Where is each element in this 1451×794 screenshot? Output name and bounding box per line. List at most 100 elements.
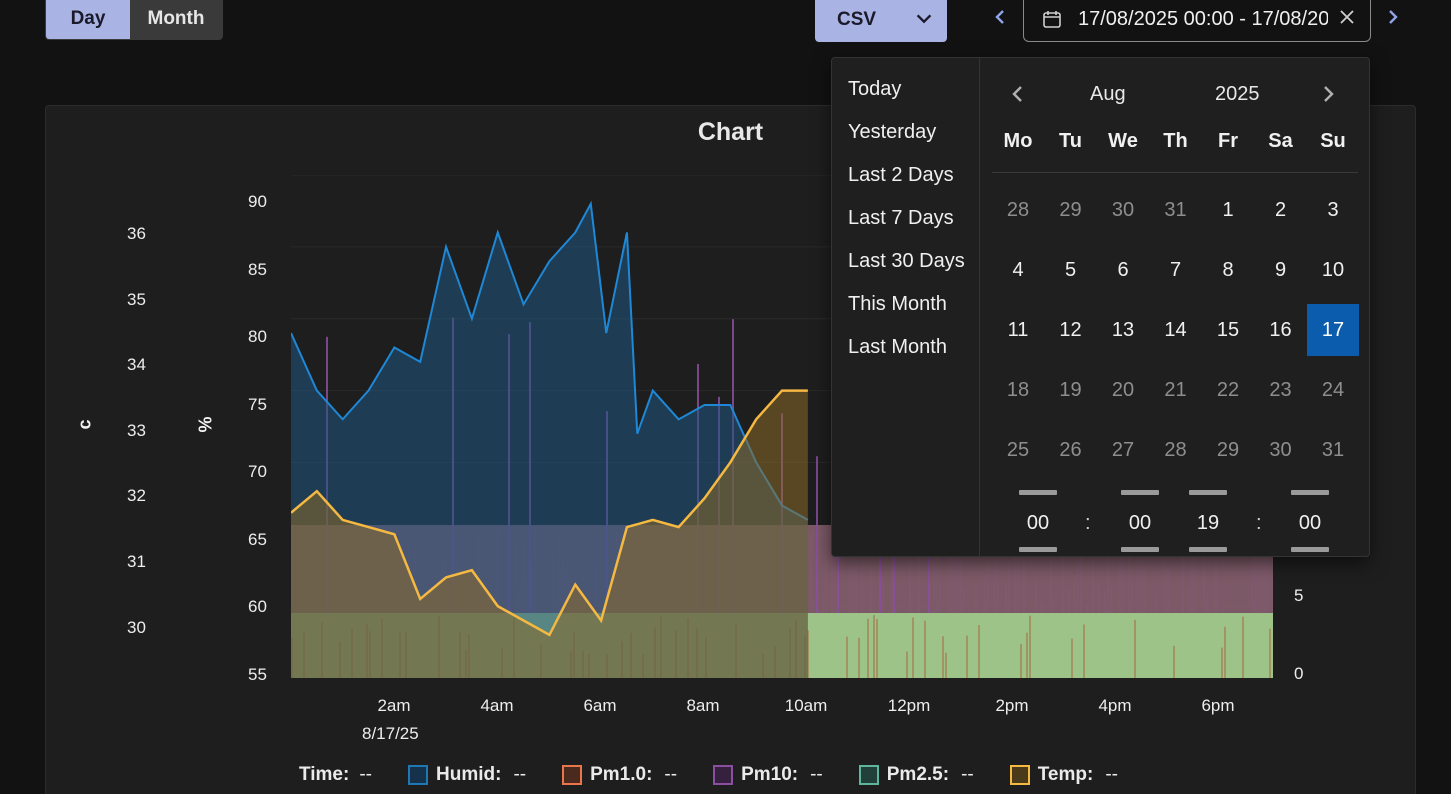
csv-export-button[interactable]: CSV [815, 0, 947, 42]
month-view-button[interactable]: Month [130, 0, 222, 39]
decrement-bar[interactable] [1291, 547, 1329, 552]
calendar-day[interactable]: 9 [1274, 258, 1287, 281]
pm10-bar [975, 584, 977, 613]
pm1-bar [867, 618, 869, 678]
chevron-left-icon[interactable] [1008, 82, 1028, 106]
calendar-day[interactable]: 26 [1059, 438, 1082, 461]
legend-pm1-swatch [562, 765, 583, 785]
pm10-bar [960, 558, 962, 613]
pm10-bar [1017, 525, 1019, 613]
increment-bar[interactable] [1291, 490, 1329, 495]
increment-bar[interactable] [1019, 490, 1057, 495]
calendar-day[interactable]: 8 [1222, 258, 1234, 281]
calendar-day[interactable]: 20 [1111, 378, 1135, 401]
decrement-bar[interactable] [1189, 547, 1227, 552]
calendar-day[interactable]: 30 [1111, 198, 1135, 221]
calendar-day[interactable]: 19 [1059, 378, 1082, 401]
pm10-bar [1008, 561, 1010, 613]
increment-bar[interactable] [1121, 490, 1159, 495]
pm10-bar [1182, 539, 1184, 613]
calendar-day[interactable]: 13 [1111, 318, 1135, 341]
calendar-day[interactable]: 28 [1006, 198, 1030, 221]
calendar-day[interactable]: 11 [1007, 318, 1029, 341]
pm1-bar [1221, 647, 1223, 678]
chevron-left-icon[interactable] [990, 5, 1010, 29]
pm10-bar [1143, 570, 1145, 613]
calendar-day[interactable]: 14 [1164, 318, 1187, 341]
range-last-month[interactable]: Last Month [848, 336, 947, 358]
calendar-year[interactable]: 2025 [1215, 83, 1260, 105]
pm10-bar [1260, 544, 1262, 613]
calendar-day[interactable]: 27 [1111, 438, 1135, 461]
calendar-day[interactable]: 7 [1169, 258, 1182, 281]
calendar-day[interactable]: 3 [1327, 198, 1339, 221]
range-this-month[interactable]: This Month [848, 293, 947, 315]
range-yesterday[interactable]: Yesterday [848, 121, 937, 143]
humidity-axis-tick: 70 [248, 462, 267, 481]
legend-temp-swatch [1009, 765, 1030, 785]
decrement-bar[interactable] [1121, 547, 1159, 552]
calendar-day[interactable]: 6 [1117, 258, 1129, 281]
pm10-bar [1272, 579, 1273, 613]
calendar-day[interactable]: 23 [1269, 378, 1292, 401]
calendar-day[interactable]: 31 [1321, 438, 1345, 461]
range-last-7-days[interactable]: Last 7 Days [848, 207, 954, 229]
x-date-label: 8/17/25 [362, 724, 419, 743]
pm10-bar [1098, 582, 1100, 613]
chevron-right-icon[interactable] [1383, 5, 1403, 29]
calendar-day-selected[interactable]: 17 [1307, 304, 1359, 356]
start-hour-value: 00 [1026, 512, 1050, 534]
calendar-month[interactable]: Aug [1090, 83, 1126, 105]
calendar-day[interactable]: 21 [1164, 378, 1187, 401]
calendar-day[interactable]: 30 [1269, 438, 1292, 461]
calendar-day[interactable]: 4 [1012, 258, 1024, 281]
decrement-bar[interactable] [1019, 547, 1057, 552]
pm10-bar [954, 551, 956, 613]
pm1-bar [858, 637, 860, 678]
calendar-day[interactable]: 1 [1222, 198, 1234, 221]
start-minute-spinner[interactable]: 00 [1121, 490, 1161, 552]
end-minute-spinner[interactable]: 00 [1291, 490, 1331, 552]
weekday-header: Su [1320, 130, 1346, 152]
date-range-input[interactable]: 17/08/2025 00:00 - 17/08/2025 19:00 [1023, 0, 1371, 42]
legend-pm25-label: Pm2.5: [886, 764, 950, 785]
pm10-bar [852, 563, 854, 613]
increment-bar[interactable] [1189, 490, 1227, 495]
calendar-day[interactable]: 29 [1059, 198, 1082, 221]
legend-pm25-swatch [858, 765, 879, 785]
calendar-day[interactable]: 22 [1216, 378, 1240, 401]
pm10-bar [948, 553, 950, 613]
calendar-day[interactable]: 2 [1274, 198, 1287, 221]
calendar-day[interactable]: 16 [1269, 318, 1292, 341]
calendar-day[interactable]: 28 [1164, 438, 1187, 461]
start-hour-spinner[interactable]: 00 [1019, 490, 1059, 552]
calendar-day[interactable]: 29 [1216, 438, 1240, 461]
end-hour-spinner[interactable]: 19 [1189, 490, 1229, 552]
pm10-bar [1068, 588, 1070, 613]
range-last-30-days[interactable]: Last 30 Days [848, 250, 965, 272]
calendar-day[interactable]: 31 [1164, 198, 1187, 221]
calendar-day[interactable]: 15 [1216, 318, 1240, 341]
chevron-right-icon[interactable] [1318, 82, 1338, 106]
calendar-day[interactable]: 25 [1006, 438, 1030, 461]
calendar-day[interactable]: 18 [1006, 378, 1030, 401]
chart-plot-area[interactable] [291, 175, 1273, 678]
legend-time-label: Time: [299, 764, 350, 785]
calendar-day[interactable]: 12 [1059, 318, 1082, 341]
range-last-2-days[interactable]: Last 2 Days [848, 164, 954, 186]
day-view-button[interactable]: Day [46, 0, 130, 39]
close-icon[interactable] [1338, 8, 1356, 26]
pm10-bar [1050, 549, 1052, 613]
calendar-day[interactable]: 5 [1064, 258, 1077, 281]
pm10-bar [1104, 592, 1106, 613]
temp-axis-tick: 35 [127, 289, 146, 309]
x-axis-tick: 2pm [995, 696, 1029, 715]
chevron-down-icon[interactable] [913, 8, 935, 30]
calendar-day[interactable]: 10 [1321, 258, 1345, 281]
pm10-bar [1206, 591, 1208, 613]
pm10-bar [1074, 575, 1076, 613]
humidity-axis-tick: 65 [248, 529, 267, 549]
range-today[interactable]: Today [848, 78, 902, 100]
pm1-bar [1020, 643, 1022, 678]
calendar-day[interactable]: 24 [1321, 378, 1345, 401]
